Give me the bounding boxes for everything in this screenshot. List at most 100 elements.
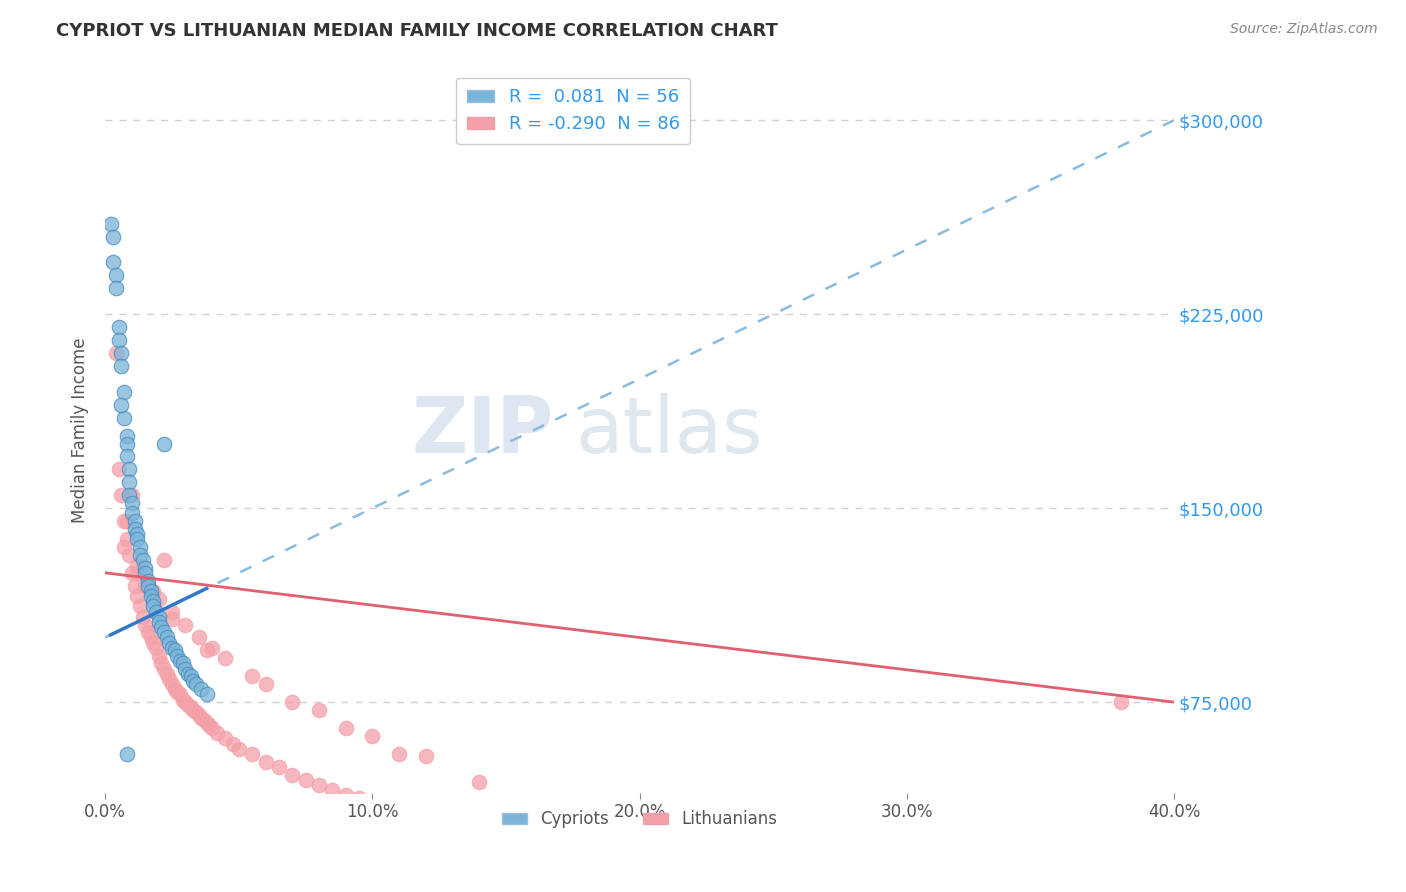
Point [184, 677, 207, 691]
Point [131, 609, 153, 624]
Point [136, 625, 159, 640]
Point [190, 682, 212, 697]
Point [172, 657, 194, 671]
Point [441, 814, 464, 829]
Point [110, 488, 132, 502]
Point [134, 579, 156, 593]
Point [153, 661, 176, 675]
Point [127, 558, 149, 572]
Point [184, 706, 207, 720]
Point [174, 695, 197, 709]
Point [602, 832, 624, 847]
Point [174, 661, 197, 675]
Point [347, 790, 370, 805]
Point [180, 669, 202, 683]
Text: CYPRIOT VS LITHUANIAN MEDIAN FAMILY INCOME CORRELATION CHART: CYPRIOT VS LITHUANIAN MEDIAN FAMILY INCO… [56, 22, 778, 40]
Point [110, 398, 132, 412]
Point [361, 729, 384, 743]
Point [281, 695, 304, 709]
Point [145, 605, 167, 619]
Point [190, 711, 212, 725]
Point [148, 648, 170, 663]
Point [112, 514, 135, 528]
Point [522, 827, 544, 841]
Point [103, 229, 125, 244]
Point [136, 574, 159, 588]
Point [157, 635, 180, 649]
Point [214, 731, 236, 746]
Point [118, 548, 141, 562]
Point [127, 566, 149, 580]
Point [561, 830, 583, 844]
Point [548, 798, 571, 813]
Point [174, 617, 197, 632]
Point [195, 643, 218, 657]
Point [110, 359, 132, 373]
Point [335, 721, 357, 735]
Point [156, 666, 179, 681]
Point [150, 620, 173, 634]
Point [180, 700, 202, 714]
Point [129, 548, 152, 562]
Point [198, 718, 221, 732]
Point [153, 436, 176, 450]
Point [294, 772, 316, 787]
Point [104, 281, 127, 295]
Point [112, 384, 135, 399]
Point [388, 804, 411, 818]
Point [134, 617, 156, 632]
Point [139, 631, 162, 645]
Point [321, 783, 343, 797]
Point [388, 747, 411, 761]
Point [107, 320, 129, 334]
Point [142, 635, 165, 649]
Point [118, 462, 141, 476]
Point [187, 708, 209, 723]
Point [121, 506, 143, 520]
Point [361, 796, 384, 810]
Point [195, 715, 218, 730]
Point [160, 612, 183, 626]
Point [121, 488, 143, 502]
Point [110, 346, 132, 360]
Point [177, 666, 200, 681]
Point [104, 268, 127, 283]
Point [121, 496, 143, 510]
Point [136, 579, 159, 593]
Point [129, 540, 152, 554]
Point [115, 436, 138, 450]
Point [115, 532, 138, 546]
Point [335, 789, 357, 803]
Point [127, 527, 149, 541]
Point [129, 599, 152, 614]
Point [153, 553, 176, 567]
Point [142, 599, 165, 614]
Point [156, 631, 179, 645]
Point [172, 692, 194, 706]
Point [177, 698, 200, 712]
Point [153, 625, 176, 640]
Point [193, 713, 215, 727]
Point [267, 760, 290, 774]
Point [195, 687, 218, 701]
Point [160, 640, 183, 655]
Point [107, 333, 129, 347]
Point [468, 775, 491, 789]
Point [148, 591, 170, 606]
Text: Source: ZipAtlas.com: Source: ZipAtlas.com [1230, 22, 1378, 37]
Point [148, 609, 170, 624]
Point [228, 741, 250, 756]
Point [131, 553, 153, 567]
Point [201, 640, 224, 655]
Point [169, 654, 191, 668]
Point [163, 643, 186, 657]
Point [214, 651, 236, 665]
Point [112, 410, 135, 425]
Point [207, 726, 229, 740]
Point [139, 583, 162, 598]
Point [308, 778, 330, 792]
Point [124, 522, 146, 536]
Point [127, 589, 149, 603]
Point [169, 687, 191, 701]
Point [222, 737, 245, 751]
